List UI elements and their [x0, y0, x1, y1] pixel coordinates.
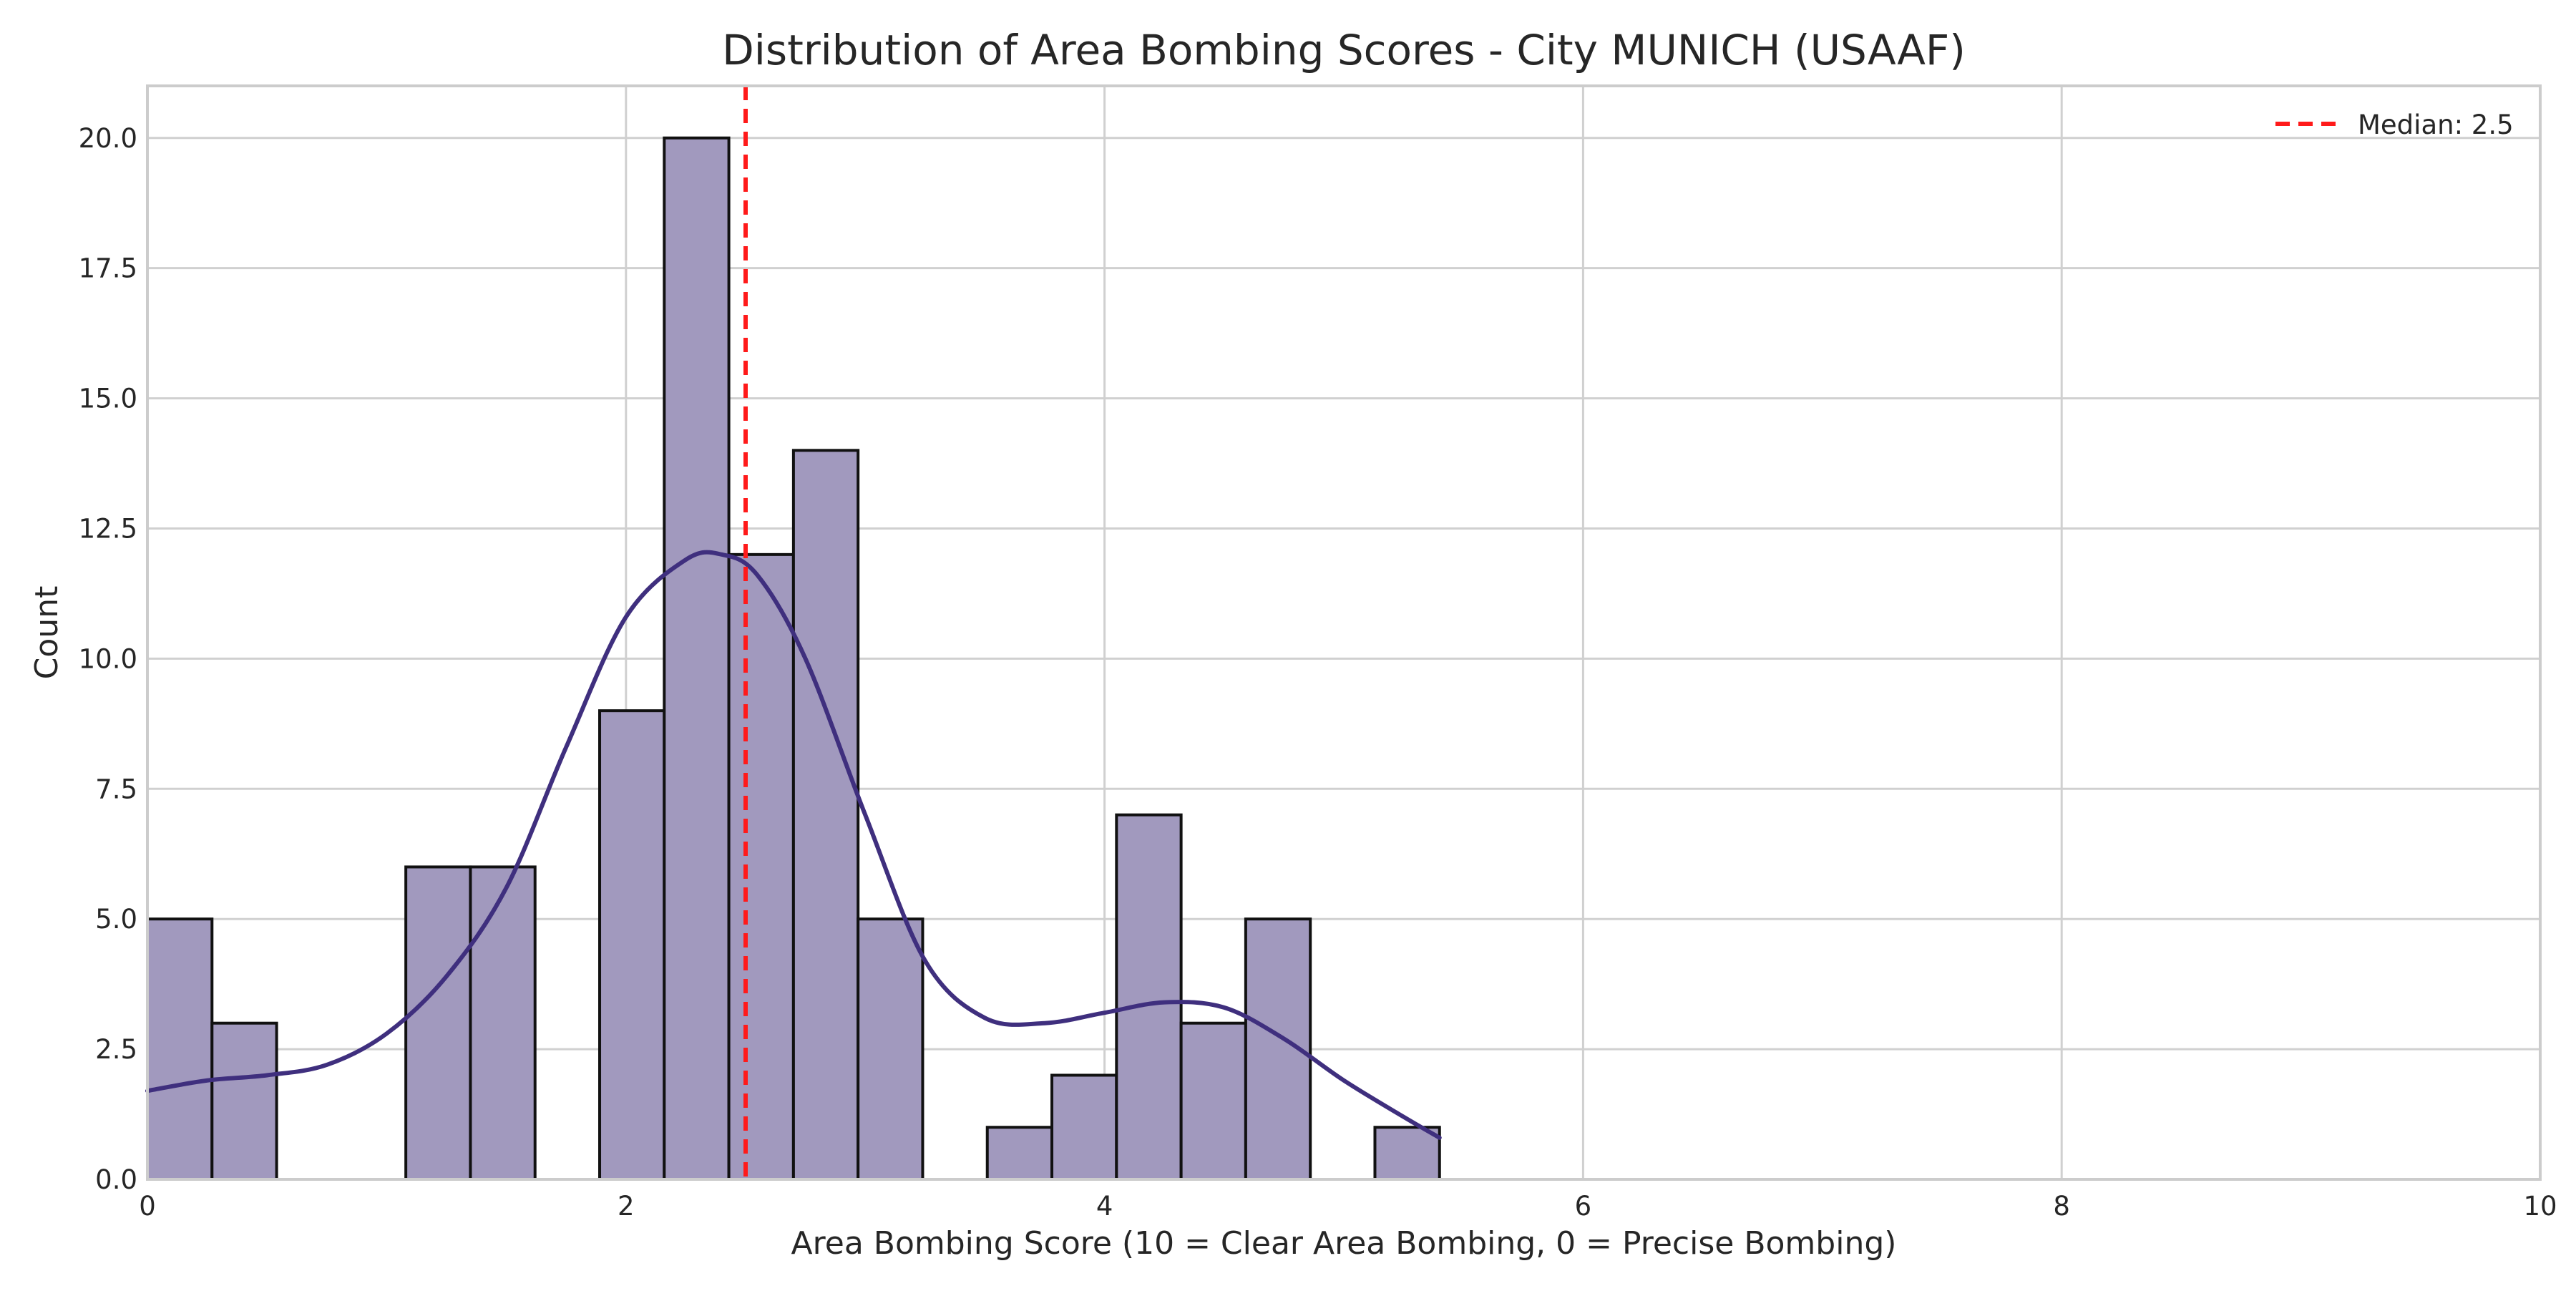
x-axis-ticks: 0 2 4 6 8 10	[139, 1191, 2557, 1222]
histogram-bar	[404, 865, 472, 1182]
x-tick-label: 4	[1096, 1191, 1113, 1222]
grid-lines	[146, 86, 2542, 1181]
histogram-bar	[146, 917, 214, 1181]
x-tick-label: 6	[1575, 1191, 1592, 1222]
y-tick-label: 17.5	[79, 253, 137, 284]
y-tick-label: 7.5	[95, 774, 137, 804]
histogram-bar	[791, 449, 860, 1181]
y-tick-label: 12.5	[79, 513, 137, 544]
histogram-bar	[1050, 1073, 1118, 1181]
histogram-bar	[985, 1126, 1054, 1181]
legend: Median: 2.5	[2275, 109, 2514, 140]
kde-curve	[145, 550, 1442, 1140]
x-tick-label: 0	[139, 1191, 156, 1222]
y-tick-label: 15.0	[79, 384, 137, 414]
y-tick-label: 2.5	[95, 1034, 137, 1065]
y-tick-label: 10.0	[79, 643, 137, 674]
kde-line	[145, 550, 1442, 1140]
x-tick-label: 8	[2053, 1191, 2070, 1222]
histogram-bar	[469, 865, 537, 1182]
y-axis-ticks: 0.0 2.5 5.0 7.5 10.0 12.5 15.0 17.5 20.0	[79, 123, 137, 1195]
y-tick-label: 0.0	[95, 1164, 137, 1195]
plot-frame	[146, 84, 2542, 1181]
histogram-bar	[1179, 1021, 1247, 1181]
x-axis-label: Area Bombing Score (10 = Clear Area Bomb…	[791, 1225, 1897, 1262]
y-axis-label: Count	[29, 586, 65, 680]
histogram-bar	[727, 552, 795, 1181]
x-tick-label: 2	[618, 1191, 635, 1222]
legend-median-label: Median: 2.5	[2358, 109, 2514, 140]
x-tick-label: 10	[2523, 1191, 2557, 1222]
histogram-bar	[1115, 813, 1183, 1181]
histogram-bar	[857, 917, 924, 1181]
y-tick-label: 5.0	[95, 904, 137, 935]
histogram-bar	[210, 1021, 278, 1181]
chart-title: Distribution of Area Bombing Scores - Ci…	[722, 26, 1966, 74]
y-tick-label: 20.0	[79, 123, 137, 154]
histogram-bar	[1373, 1126, 1441, 1181]
histogram-bars	[146, 136, 1441, 1182]
histogram-bar	[663, 136, 731, 1181]
histogram-bar	[598, 709, 666, 1181]
